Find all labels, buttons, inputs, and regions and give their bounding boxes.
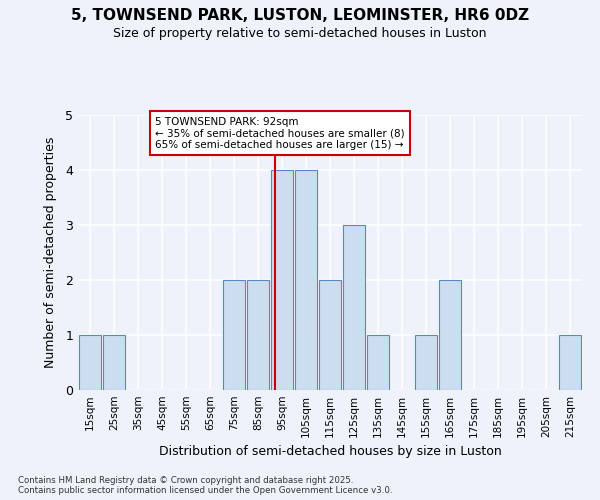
Bar	[319, 280, 341, 390]
Y-axis label: Number of semi-detached properties: Number of semi-detached properties	[44, 137, 57, 368]
Text: 5, TOWNSEND PARK, LUSTON, LEOMINSTER, HR6 0DZ: 5, TOWNSEND PARK, LUSTON, LEOMINSTER, HR…	[71, 8, 529, 22]
Bar	[223, 280, 245, 390]
Bar	[367, 335, 389, 390]
Bar	[415, 335, 437, 390]
X-axis label: Distribution of semi-detached houses by size in Luston: Distribution of semi-detached houses by …	[158, 446, 502, 458]
Bar	[103, 335, 125, 390]
Text: Contains HM Land Registry data © Crown copyright and database right 2025.
Contai: Contains HM Land Registry data © Crown c…	[18, 476, 392, 495]
Bar	[439, 280, 461, 390]
Bar	[79, 335, 101, 390]
Bar	[559, 335, 581, 390]
Text: 5 TOWNSEND PARK: 92sqm
← 35% of semi-detached houses are smaller (8)
65% of semi: 5 TOWNSEND PARK: 92sqm ← 35% of semi-det…	[155, 116, 404, 150]
Text: Size of property relative to semi-detached houses in Luston: Size of property relative to semi-detach…	[113, 28, 487, 40]
Bar	[295, 170, 317, 390]
Bar	[343, 225, 365, 390]
Bar	[271, 170, 293, 390]
Bar	[247, 280, 269, 390]
